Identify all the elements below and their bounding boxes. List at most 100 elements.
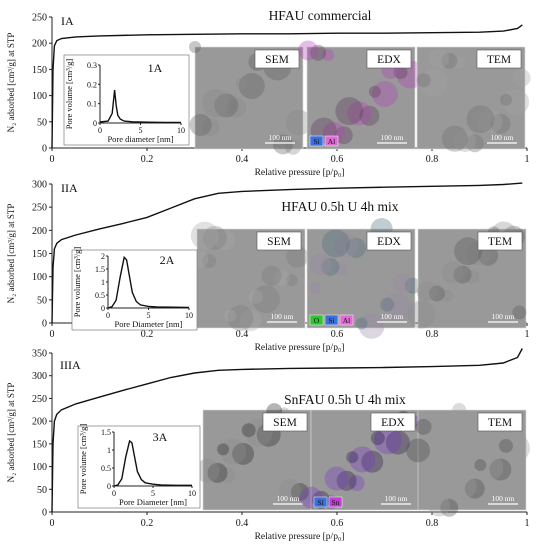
inset-y-tick-label: 0 <box>93 119 97 128</box>
panel-label: IIIA <box>60 358 81 372</box>
x-tick-label: 1 <box>525 329 530 340</box>
tem-micrograph: TEM 100 nm <box>416 46 531 153</box>
x-tick-label: 0 <box>50 329 55 340</box>
pore-distribution-line <box>107 255 190 309</box>
micrograph-badge <box>262 412 308 432</box>
inset-y-tick-label: 1 <box>107 446 111 455</box>
scale-bar-label: 100 nm <box>492 494 515 503</box>
y-tick-label: 0 <box>42 508 47 519</box>
inset-x-tick-label: 5 <box>139 126 143 135</box>
sem-micrograph: SEM 100 nm <box>195 403 317 511</box>
x-tick-label: 0 <box>50 154 55 165</box>
y-tick-label: 50 <box>37 485 47 496</box>
micrograph-label: TEM <box>488 236 512 248</box>
y-tick-label: 100 <box>32 272 47 283</box>
y-tick-label: 200 <box>32 226 47 237</box>
micrograph-label: TEM <box>487 54 511 66</box>
inset-y-tick-label: 0 <box>101 304 105 313</box>
scale-bar-label: 100 nm <box>277 494 300 503</box>
micrograph-badge <box>256 231 302 251</box>
edx-legend-label: Sn <box>332 498 340 507</box>
y-tick-label: 50 <box>37 117 47 128</box>
edx-legend-swatch <box>328 496 343 508</box>
panel-label: IA <box>61 14 74 28</box>
pore-distribution-line <box>99 90 181 124</box>
x-tick-label: 0.4 <box>236 329 249 340</box>
pore-distribution-line <box>113 439 192 487</box>
tem-micrograph: TEM 100 nm <box>407 221 527 329</box>
micrograph-badge <box>366 49 412 69</box>
y-tick-label: 300 <box>32 180 47 191</box>
scale-bar-label: 100 nm <box>381 133 404 142</box>
inset-x-tick-label: 0 <box>112 489 116 498</box>
y-axis-label: N₂ adsorbed [cm³/g] at STP <box>6 33 16 133</box>
panel-title: HFAU 0.5h U 4h mix <box>281 199 398 214</box>
inset-x-tick-label: 10 <box>188 489 196 498</box>
edx-micrograph: EDX 100 nm Si Sn <box>300 409 420 511</box>
inset-y-tick-label: 0.3 <box>87 61 97 70</box>
x-tick-label: 1 <box>525 518 530 529</box>
inset-y-axis-label: Pore volume [cm³/g] <box>72 247 82 318</box>
inset-label: 1A <box>148 61 163 75</box>
x-axis-label: Relative pressure [p/p₀] <box>255 343 345 353</box>
y-tick-label: 150 <box>32 65 47 76</box>
scale-bar-label: 100 nm <box>492 312 515 321</box>
x-tick-label: 0.2 <box>141 518 154 529</box>
x-tick-label: 1 <box>525 154 530 165</box>
micrograph-label: EDX <box>381 417 405 429</box>
micrograph-label: TEM <box>488 417 512 429</box>
edx-legend-label: Al <box>343 316 351 325</box>
x-tick-label: 0.6 <box>331 518 344 529</box>
inset-y-tick-label: 1.5 <box>95 265 105 274</box>
y-axis-label: N₂ adsorbed [cm³/g] at STP <box>6 383 16 483</box>
x-tick-label: 0.4 <box>236 518 249 529</box>
edx-legend-label: Si <box>317 498 323 507</box>
y-tick-label: 150 <box>32 249 47 260</box>
x-axis-label: Relative pressure [p/p₀] <box>255 532 345 542</box>
x-tick-label: 0.2 <box>141 154 154 165</box>
x-tick-label: 0.8 <box>426 329 439 340</box>
inset-x-tick-label: 0 <box>106 311 110 320</box>
inset-background <box>77 425 201 509</box>
inset-x-tick-label: 5 <box>147 311 151 320</box>
x-tick-label: 0.4 <box>236 154 249 165</box>
edx-legend-swatch <box>339 314 354 326</box>
micrograph-badge <box>477 412 523 432</box>
micrograph-badge <box>370 412 416 432</box>
edx-micrograph: EDX 100 nm O Si Al <box>306 218 421 339</box>
inset-background <box>71 249 198 331</box>
scale-bar-label: 100 nm <box>271 312 294 321</box>
y-tick-label: 200 <box>32 39 47 50</box>
y-tick-label: 100 <box>32 462 47 473</box>
y-tick-label: 0 <box>42 144 47 155</box>
y-tick-label: 50 <box>37 295 47 306</box>
micrograph-label: SEM <box>267 236 291 248</box>
y-tick-label: 150 <box>32 439 47 450</box>
y-tick-label: 250 <box>32 13 47 24</box>
inset-y-tick-label: 0 <box>107 482 111 491</box>
x-tick-label: 0.8 <box>426 154 439 165</box>
x-tick-label: 0 <box>50 518 55 529</box>
scale-bar-label: 100 nm <box>491 133 514 142</box>
inset-y-tick-label: 0.5 <box>101 464 111 473</box>
inset-x-tick-label: 10 <box>177 126 185 135</box>
micrograph-badge <box>254 49 300 69</box>
inset-label: 2A <box>160 253 175 267</box>
isotherm-line <box>51 182 523 324</box>
edx-legend-swatch <box>324 314 339 326</box>
x-tick-label: 0.6 <box>331 154 344 165</box>
edx-legend-swatch <box>309 135 324 147</box>
edx-legend-label: Si <box>313 137 319 146</box>
inset-x-tick-label: 10 <box>185 311 193 320</box>
edx-legend-label: Si <box>328 316 334 325</box>
micrograph-label: SEM <box>273 417 297 429</box>
tem-micrograph: TEM 100 nm <box>406 403 530 517</box>
x-tick-label: 0.2 <box>141 329 154 340</box>
inset-x-axis-label: Pore Diameter [nm] <box>119 497 187 507</box>
panel-title: SnFAU 0.5h U 4h mix <box>284 392 406 407</box>
inset-y-axis-label: Pore volume [cm³/g] <box>64 59 74 130</box>
inset-x-axis-label: Pore diameter [nm] <box>107 134 173 144</box>
